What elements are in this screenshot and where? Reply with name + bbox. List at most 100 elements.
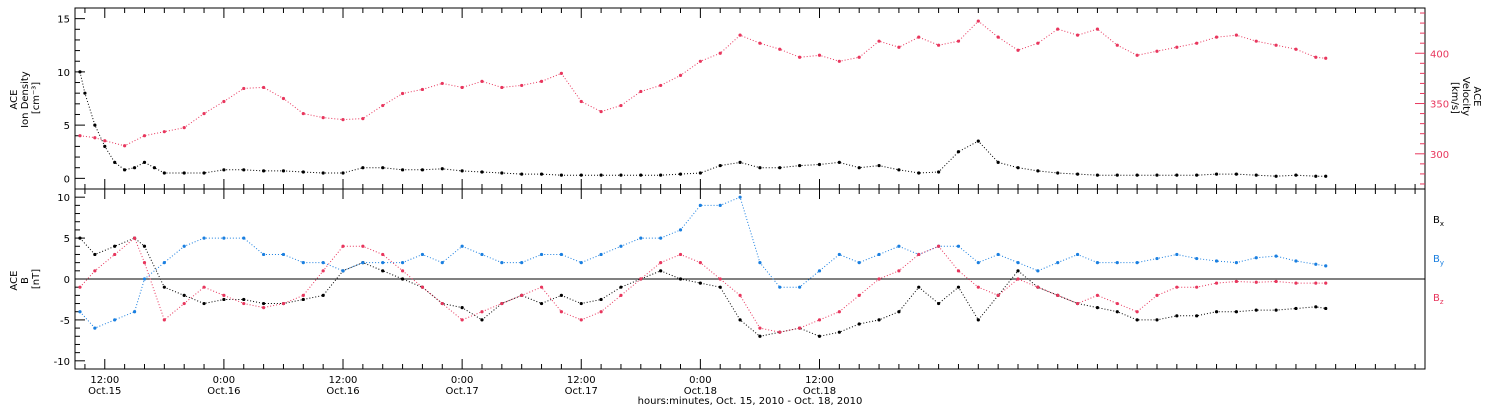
data-point [400,269,405,273]
top-left-ylabel-line3: [cm⁻³] [31,82,42,114]
data-point [1274,279,1278,284]
data-point [1175,173,1179,177]
top-right-ylabel-line2: Velocity [1460,77,1471,116]
data-point [857,261,861,265]
data-point [639,236,643,240]
data-point [539,301,544,306]
data-point [1115,261,1119,265]
data-point [480,252,484,257]
data-point [420,87,425,92]
data-point [78,236,82,240]
top-right-tick-label: 400 [1430,49,1449,60]
data-point [698,59,702,63]
data-point [1175,252,1179,257]
data-point [132,166,137,170]
data-point [539,285,544,289]
data-point [242,236,246,240]
data-point [222,168,226,172]
data-point [798,285,802,289]
data-point [738,33,742,37]
data-point [460,318,464,322]
data-point [1195,285,1199,289]
data-point [93,326,97,330]
data-point [1155,318,1159,322]
data-point [460,306,464,310]
data-point [381,261,385,265]
data-point [520,172,524,176]
data-point [877,252,881,257]
x-tick-label-date: Oct.15 [88,386,121,397]
legend-name: B [1433,215,1440,226]
data-point [301,261,305,265]
top-right-tick-label: 300 [1430,150,1449,161]
data-point [301,170,305,174]
data-point [1016,166,1020,170]
data-point [559,173,563,177]
data-point [341,269,345,273]
data-point [113,244,117,248]
data-point [738,195,742,199]
data-point [113,160,117,164]
data-point [93,123,97,127]
legend-entry: By [1433,254,1444,267]
data-point [132,236,137,240]
data-point [1115,301,1119,306]
data-point [698,203,702,207]
data-point [559,71,563,75]
data-point [202,301,206,306]
data-point [152,166,157,170]
data-point [778,47,782,51]
data-point [1075,172,1080,176]
x-tick-label-time: 12:00 [90,375,119,386]
data-point [599,252,603,257]
data-point [1214,310,1219,314]
data-point [976,285,980,289]
data-point [897,45,901,49]
data-point [1016,277,1020,281]
data-point [1254,280,1258,284]
data-point [1254,256,1258,260]
data-point [440,301,444,306]
data-point [976,139,980,143]
data-point [897,244,901,248]
data-point [837,59,841,63]
data-point [301,293,305,297]
data-point [1314,305,1318,309]
data-point [758,166,762,170]
data-point [1155,173,1159,177]
data-point [400,261,405,265]
data-point [1135,53,1139,57]
top-right-axis: 300 350 400 [1415,12,1449,185]
data-point [798,163,802,168]
data-point [659,173,663,177]
data-point [579,261,583,265]
data-point [93,269,97,273]
data-point [1056,171,1060,175]
bottom-ylabel-line3: [nT] [31,269,42,289]
data-point [837,160,841,164]
data-point [1214,281,1219,285]
data-point [440,81,444,86]
data-point [678,172,683,176]
data-point [400,168,405,172]
data-point [1294,259,1298,263]
data-point [1175,285,1179,289]
data-point [996,35,1000,39]
x-tick-label-date: Oct.18 [684,386,717,397]
data-point [559,293,563,297]
data-point [837,310,841,314]
data-point [639,89,643,94]
bottom-tick-label: -10 [54,357,70,368]
data-point [78,285,82,289]
data-point [83,91,87,95]
data-point [113,318,117,322]
x-tick-label-date: Oct.16 [326,386,359,397]
data-point [142,261,147,265]
data-point [539,252,544,257]
data-point [222,236,226,240]
data-point [162,130,166,134]
data-point [1274,174,1278,178]
data-point [132,310,137,314]
data-point [262,306,266,310]
data-point [817,269,822,273]
